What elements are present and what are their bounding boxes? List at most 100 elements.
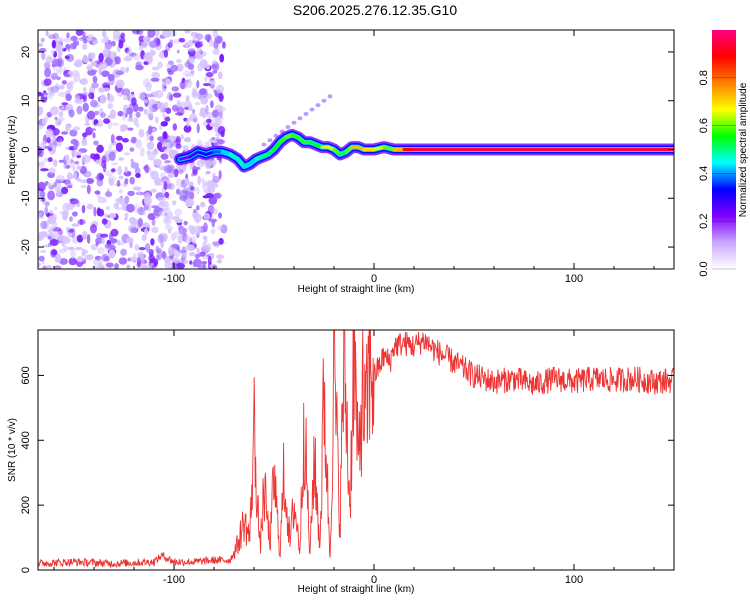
noise-blob (184, 30, 191, 34)
noise-blob (66, 32, 70, 39)
noise-blob (133, 117, 139, 126)
noise-blob (76, 105, 83, 115)
noise-blob (207, 255, 212, 266)
noise-blob (218, 237, 224, 245)
noise-blob (53, 265, 62, 269)
noise-blob (86, 37, 93, 42)
noise-blob (137, 217, 143, 227)
noise-blob (130, 227, 138, 233)
noise-blob (138, 106, 144, 112)
noise-blob (157, 197, 166, 202)
snr-ytick-label: 200 (20, 496, 32, 514)
noise-blob (114, 56, 121, 65)
noise-blob (58, 111, 64, 118)
noise-blob (191, 91, 201, 99)
noise-blob (141, 265, 148, 269)
noise-blob (48, 34, 56, 40)
noise-blob (65, 182, 73, 187)
noise-blob (59, 258, 68, 265)
noise-blob (39, 160, 46, 166)
streak-blob (303, 111, 309, 116)
noise-blob (43, 78, 52, 86)
noise-blob (63, 245, 69, 252)
noise-blob (82, 102, 89, 112)
noise-blob (107, 103, 114, 109)
noise-blob (205, 72, 214, 78)
noise-blob (194, 225, 202, 234)
noise-blob (209, 122, 217, 127)
noise-blob (178, 225, 185, 235)
noise-blob (117, 165, 122, 176)
noise-blob (180, 134, 184, 140)
snr-xtick-label: -100 (163, 574, 185, 586)
noise-blob (93, 140, 99, 146)
noise-blob (124, 195, 130, 204)
noise-blob (125, 203, 135, 213)
noise-blob (51, 49, 55, 56)
noise-blob (159, 200, 164, 205)
noise-blob (216, 37, 222, 44)
noise-blob (162, 30, 172, 38)
noise-blob (132, 186, 142, 191)
noise-blob (189, 225, 197, 235)
noise-blob (142, 52, 152, 63)
noise-blob (61, 186, 69, 195)
noise-blob (169, 30, 177, 38)
noise-blob (98, 174, 105, 180)
noise-blob (143, 222, 149, 228)
noise-blob (175, 138, 180, 143)
noise-blob (176, 63, 184, 72)
noise-blob (105, 262, 114, 268)
noise-blob (141, 234, 147, 241)
noise-blob (108, 151, 116, 161)
noise-blob (149, 135, 154, 142)
noise-blob (112, 35, 122, 41)
noise-blob (173, 168, 179, 178)
noise-blob (128, 216, 137, 225)
noise-blob (96, 178, 104, 187)
noise-blob (38, 212, 42, 218)
noise-blob (218, 212, 222, 219)
noise-blob (72, 165, 76, 172)
noise-blob (222, 41, 226, 49)
noise-blob (176, 49, 180, 54)
noise-blob (88, 128, 97, 132)
noise-blob (188, 103, 193, 112)
noise-blob (44, 206, 49, 216)
streak-blob (321, 98, 327, 103)
colorbar-tick-label: 0.8 (698, 70, 710, 85)
noise-blob (118, 157, 125, 161)
noise-blob (215, 133, 221, 137)
noise-blob (147, 108, 154, 118)
noise-blob (81, 204, 86, 214)
noise-blob (47, 236, 52, 240)
noise-blob (90, 224, 97, 234)
noise-blob (116, 135, 123, 141)
noise-blob (84, 122, 91, 127)
noise-blob (65, 93, 72, 102)
spectrogram-ytick-label: 0 (20, 146, 32, 152)
noise-blob (82, 43, 88, 50)
ridge-segment (188, 150, 200, 159)
noise-blob (124, 166, 128, 173)
noise-blob (51, 39, 57, 49)
noise-blob (197, 47, 203, 55)
noise-blob (87, 110, 96, 120)
noise-blob (108, 144, 113, 153)
noise-blob (207, 204, 215, 215)
noise-blob (45, 128, 54, 138)
noise-blob (157, 234, 164, 244)
noise-blob (58, 85, 65, 90)
noise-blob (94, 190, 101, 195)
noise-blob (95, 241, 99, 247)
noise-blob (178, 169, 184, 175)
noise-blob (138, 92, 146, 100)
snr-frame (37, 329, 675, 571)
noise-blob (109, 212, 114, 219)
noise-blob (115, 70, 124, 76)
noise-blob (69, 216, 73, 222)
noise-blob (104, 170, 114, 177)
noise-blob (213, 193, 221, 200)
noise-blob (142, 211, 146, 216)
